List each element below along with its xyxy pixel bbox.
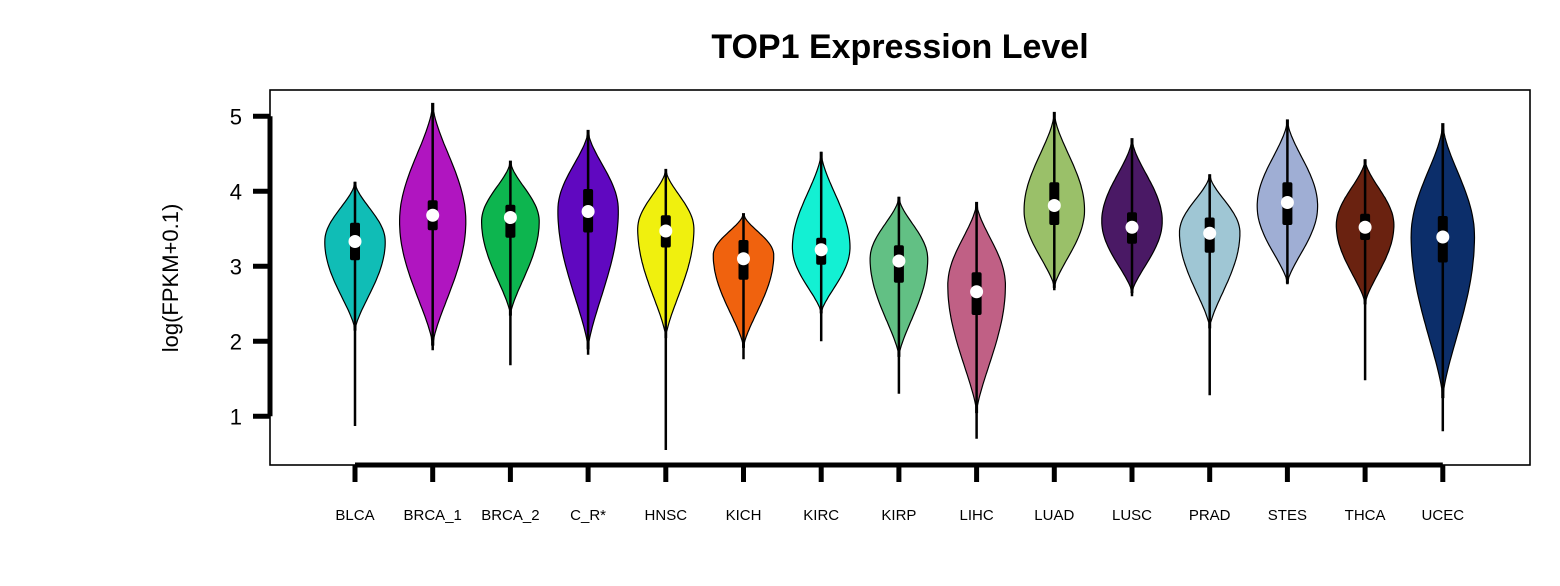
x-tick-label: LIHC: [960, 507, 994, 524]
x-tick-label: LUAD: [1034, 507, 1074, 524]
violin-cr: [557, 129, 619, 355]
median-dot: [1203, 226, 1217, 240]
violin-kich: [712, 213, 775, 360]
violin-stes: [1256, 119, 1319, 285]
median-dot: [1047, 199, 1061, 212]
median-dot: [659, 224, 673, 238]
x-tick-label: KIRC: [803, 507, 839, 524]
chart-title: TOP1 Expression Level: [711, 28, 1088, 66]
median-dot: [1125, 220, 1139, 234]
median-dot: [1358, 220, 1372, 234]
x-tick-label: STES: [1268, 507, 1307, 524]
x-tick-label: BLCA: [335, 507, 374, 524]
violin-kirp: [869, 196, 929, 394]
violin-brca1: [399, 102, 467, 351]
median-dot: [814, 243, 828, 257]
x-tick-label: KICH: [726, 507, 762, 524]
violin-luad: [1023, 111, 1086, 291]
violin-ucec: [1410, 123, 1476, 432]
violin-kirc: [791, 151, 851, 342]
y-tick-label: 2: [230, 329, 242, 354]
x-tick-label: PRAD: [1189, 507, 1231, 524]
y-tick-label: 3: [230, 254, 242, 279]
x-tick-label: HNSC: [645, 507, 688, 524]
y-axis-label: log(FPKM+0.1): [158, 204, 183, 353]
violin-prad: [1178, 174, 1241, 396]
x-axis: BLCA BRCA_1 BRCA_2 C_R* HNSC KICH KIRC KIRP LIHC…: [335, 462, 1465, 524]
median-dot: [1280, 196, 1294, 209]
y-tick-label: 1: [230, 404, 242, 429]
median-dot: [1436, 230, 1450, 244]
median-dot: [348, 235, 362, 248]
violins: [324, 102, 1476, 450]
y-tick-label: 4: [230, 179, 242, 204]
median-dot: [970, 285, 984, 299]
violin-lihc: [947, 201, 1006, 439]
median-dot: [737, 252, 750, 266]
violin-thca: [1335, 159, 1395, 381]
x-tick-label: BRCA_2: [481, 507, 539, 524]
violin-hnsc: [637, 168, 695, 450]
median-dot: [581, 205, 595, 218]
median-dot: [426, 208, 440, 222]
x-tick-label: KIRP: [881, 507, 916, 524]
x-tick-label: BRCA_1: [404, 507, 462, 524]
violin-blca: [324, 181, 386, 426]
x-tick-label: LUSC: [1112, 507, 1152, 524]
x-tick-label: C_R*: [570, 507, 606, 524]
median-dot: [892, 254, 906, 268]
x-tick-label: UCEC: [1422, 507, 1465, 524]
y-axis: 1 2 3 4 5: [230, 104, 273, 429]
y-tick-label: 5: [230, 104, 242, 129]
violin-lusc: [1101, 138, 1163, 297]
x-tick-label: THCA: [1345, 507, 1386, 524]
median-dot: [503, 211, 517, 224]
violin-brca2: [481, 160, 540, 366]
